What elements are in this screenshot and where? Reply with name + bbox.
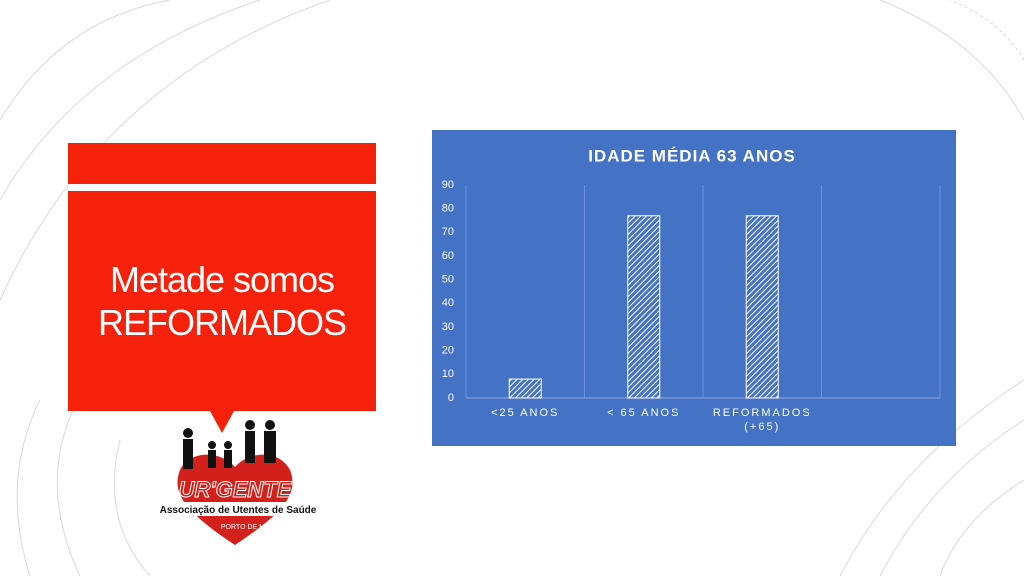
chart: IDADE MÉDIA 63 ANOS 0 10 20 30 40 50 60 70 80 90 … xyxy=(432,130,956,446)
logo-subtitle: Associação de Utentes de Saúde xyxy=(160,505,317,516)
chart-title: IDADE MÉDIA 63 ANOS xyxy=(588,146,796,165)
x-tick-label: < 65 ANOS xyxy=(607,407,681,419)
logo-heart xyxy=(177,454,293,545)
y-tick-label: 40 xyxy=(442,297,454,309)
logo-people xyxy=(183,420,276,469)
y-tick-label: 80 xyxy=(442,203,454,215)
x-tick-label: <25 ANOS xyxy=(491,407,560,419)
y-tick-label: 70 xyxy=(442,226,454,238)
bar xyxy=(745,215,779,399)
y-tick-label: 0 xyxy=(448,392,454,404)
logo-place: PORTO DE MOS xyxy=(221,524,276,531)
x-tick-label: REFORMADOS (+65) xyxy=(712,407,812,433)
logo: UR'GENTE Associação de Utentes de Saúde … xyxy=(160,411,317,545)
y-tick-label: 20 xyxy=(442,345,454,357)
slide-heading: Metade somos REFORMADOS xyxy=(68,191,376,411)
bar xyxy=(627,215,661,399)
accent-strip xyxy=(68,143,376,184)
y-tick-label: 90 xyxy=(442,179,454,191)
y-tick-label: 30 xyxy=(442,321,454,333)
y-tick-label: 50 xyxy=(442,274,454,286)
logo-name: UR'GENTE xyxy=(179,477,293,502)
chart-plot: IDADE MÉDIA 63 ANOS 0 10 20 30 40 50 60 70 80 90 xyxy=(442,146,941,404)
y-tick-label: 60 xyxy=(442,250,454,262)
bar xyxy=(508,378,542,399)
callout-pointer xyxy=(210,411,234,433)
logo-band xyxy=(168,502,308,516)
y-tick-label: 10 xyxy=(442,368,454,380)
